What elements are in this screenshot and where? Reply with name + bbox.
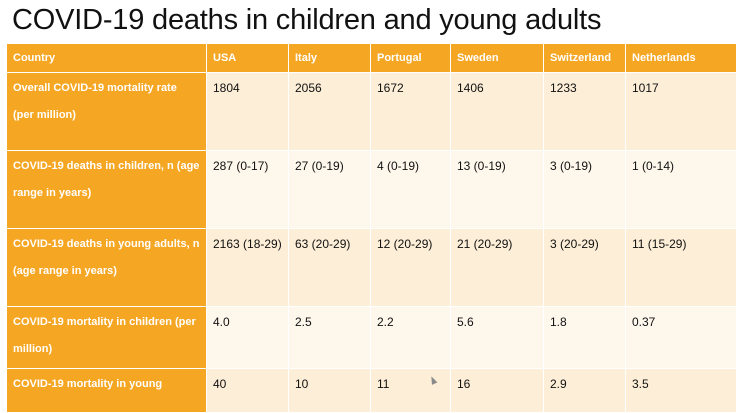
table-cell: 2056 [288, 72, 371, 151]
table-cell: 1406 [450, 72, 544, 151]
table-cell: 1233 [543, 72, 626, 151]
table-cell: 12 (20-29) [370, 228, 451, 307]
row-label: COVID-19 deaths in children, n (age rang… [6, 150, 207, 229]
table-cell: 287 (0-17) [206, 150, 289, 229]
column-header-portugal: Portugal [370, 43, 451, 73]
column-header-sweden: Sweden [450, 43, 544, 73]
column-header-netherlands: Netherlands [625, 43, 737, 73]
table-cell: 4 (0-19) [370, 150, 451, 229]
table-cell: 1.8 [543, 306, 626, 369]
row-label: COVID-19 mortality in young [6, 368, 207, 413]
table-cell: 1672 [370, 72, 451, 151]
table-row: Overall COVID-19 mortality rate (per mil… [6, 72, 737, 151]
table-cell: 0.37 [625, 306, 737, 369]
column-header-usa: USA [206, 43, 289, 73]
table-cell: 2.5 [288, 306, 371, 369]
table-cell: 10 [288, 368, 371, 413]
table-cell: 3 (0-19) [543, 150, 626, 229]
table-cell: 16 [450, 368, 544, 413]
table-row: COVID-19 mortality in young 40 10 11 16 … [6, 368, 737, 413]
row-label: Overall COVID-19 mortality rate (per mil… [6, 72, 207, 151]
table-cell: 2.2 [370, 306, 451, 369]
table-cell: 2163 (18-29) [206, 228, 289, 307]
table-cell: 2.9 [543, 368, 626, 413]
column-header-italy: Italy [288, 43, 371, 73]
table-cell: 13 (0-19) [450, 150, 544, 229]
table-cell: 11 (15-29) [625, 228, 737, 307]
table-cell: 1017 [625, 72, 737, 151]
row-label: COVID-19 deaths in young adults, n (age … [6, 228, 207, 307]
table-cell: 1 (0-14) [625, 150, 737, 229]
column-header-switzerland: Switzerland [543, 43, 626, 73]
slide-title: COVID-19 deaths in children and young ad… [12, 4, 602, 36]
column-header-country: Country [6, 43, 207, 73]
table-cell: 3.5 [625, 368, 737, 413]
table-row: COVID-19 mortality in children (per mill… [6, 306, 737, 369]
row-label: COVID-19 mortality in children (per mill… [6, 306, 207, 369]
table-cell: 1804 [206, 72, 289, 151]
table-header-row: Country USA Italy Portugal Sweden Switze… [6, 43, 737, 73]
table-row: COVID-19 deaths in children, n (age rang… [6, 150, 737, 229]
table-cell: 21 (20-29) [450, 228, 544, 307]
table-cell: 3 (20-29) [543, 228, 626, 307]
table-cell: 63 (20-29) [288, 228, 371, 307]
table-cell: 4.0 [206, 306, 289, 369]
table-cell: 5.6 [450, 306, 544, 369]
table-row: COVID-19 deaths in young adults, n (age … [6, 228, 737, 307]
data-table: Country USA Italy Portugal Sweden Switze… [6, 43, 737, 413]
table-cell: 40 [206, 368, 289, 413]
table-cell: 27 (0-19) [288, 150, 371, 229]
table-cell: 11 [370, 368, 451, 413]
